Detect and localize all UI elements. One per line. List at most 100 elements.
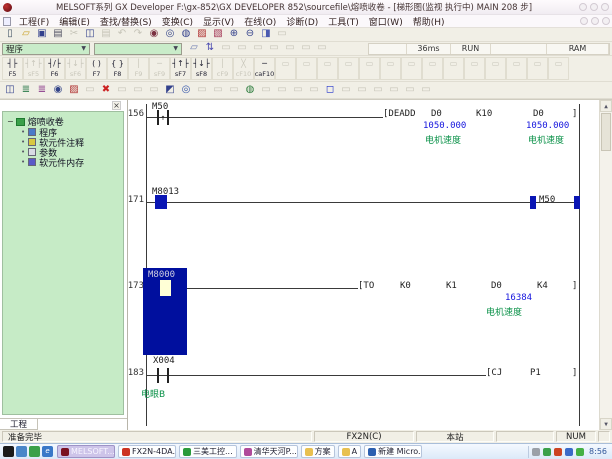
ladder-instruction-toggle-icon[interactable]: ◫ (5, 83, 15, 95)
taskbar-button[interactable]: FX2N-4DA.... (118, 445, 176, 458)
project-tree-item[interactable]: 参数 (7, 147, 123, 159)
coil-device-label[interactable]: M50 (539, 195, 556, 205)
replace-instruction-icon[interactable]: ▧ (213, 28, 223, 39)
scroll-down-icon[interactable]: ▼ (600, 418, 612, 430)
edit-cursor-block[interactable]: M8000 (143, 268, 187, 355)
taskbar-button[interactable]: 清华天河P... (239, 445, 298, 458)
instruction-operand[interactable]: D0 (431, 109, 442, 119)
ladder-symbol-button[interactable]: ▭ (422, 57, 443, 80)
instruction-op[interactable]: [TO (358, 281, 375, 291)
menu-item[interactable]: 变换(C) (161, 17, 194, 28)
copy-icon[interactable]: ◫ (85, 28, 95, 39)
unused-icon[interactable]: ▭ (389, 83, 399, 95)
instruction-operand[interactable]: K1 (446, 281, 457, 291)
unused-icon[interactable]: ▭ (253, 42, 263, 53)
statement-display-icon[interactable]: ≣ (37, 83, 47, 95)
child-window-icon[interactable] (3, 16, 11, 26)
new-project-icon[interactable]: ▯ (7, 28, 13, 39)
instruction-op[interactable]: [DEADD (383, 109, 416, 119)
messenger-icon[interactable] (29, 446, 40, 457)
unused-icon[interactable]: ▭ (269, 42, 279, 53)
unused-icon[interactable]: ▭ (277, 83, 287, 95)
unused-icon[interactable]: ▭ (309, 83, 319, 95)
find-monitor-icon[interactable]: ◎ (181, 83, 191, 95)
unused-icon[interactable]: ▭ (341, 83, 351, 95)
instruction-operand[interactable]: P1 (530, 368, 541, 378)
messenger-tray-icon[interactable] (576, 447, 585, 456)
paste-icon[interactable]: ▤ (101, 28, 111, 39)
remote-operation-icon[interactable]: ◍ (245, 83, 255, 95)
ladder-symbol-button[interactable]: ( ) F7 (86, 57, 107, 80)
unused-icon[interactable]: ▭ (149, 83, 159, 95)
ladder-symbol-button[interactable]: ▭ (527, 57, 548, 80)
menu-item[interactable]: 工具(T) (328, 17, 359, 28)
secondary-combo[interactable]: ▼ (94, 42, 182, 55)
unused-icon[interactable]: ▭ (237, 42, 247, 53)
security-tray-icon[interactable] (543, 447, 552, 456)
redo-icon[interactable]: ↷ (133, 28, 143, 39)
ladder-symbol-button[interactable]: ▭ (359, 57, 380, 80)
replace-device-icon[interactable]: ▨ (197, 28, 207, 39)
unused-icon[interactable]: ▭ (221, 42, 231, 53)
menu-item[interactable]: 编辑(E) (59, 17, 90, 28)
qq-icon[interactable] (16, 446, 27, 457)
taskbar-button[interactable]: 三美工控... (179, 445, 237, 458)
comment-display-icon[interactable]: ≣ (21, 83, 31, 95)
instruction-operand[interactable]: K4 (537, 281, 548, 291)
scrollbar-thumb[interactable] (601, 113, 611, 151)
ladder-symbol-button[interactable]: │ cF9 (212, 57, 233, 80)
unused-icon[interactable]: ▭ (421, 83, 431, 95)
taskbar-button[interactable]: MELSOFT... (57, 445, 115, 458)
unused-icon[interactable]: ▭ (229, 83, 239, 95)
cut-icon[interactable]: ✂ (69, 28, 79, 39)
scroll-up-icon[interactable]: ▲ (600, 100, 612, 112)
ladder-symbol-button[interactable]: │ F9 (128, 57, 149, 80)
instruction-operand[interactable]: D0 (491, 281, 502, 291)
find-device-icon[interactable]: ◎ (165, 28, 175, 39)
child-restore-button[interactable] (591, 17, 599, 25)
monitor-mode-icon[interactable]: ◻ (325, 83, 335, 95)
project-tree-root[interactable]: 熔喷收卷 (7, 116, 123, 128)
panel-close-icon[interactable]: × (112, 100, 121, 110)
ladder-symbol-button[interactable]: ┤↑├ sF7 (170, 57, 191, 80)
menu-item[interactable]: 诊断(D) (286, 17, 319, 28)
ladder-symbol-button[interactable]: ┤↑├ sF5 (23, 57, 44, 80)
ladder-symbol-button[interactable]: ▭ (275, 57, 296, 80)
menu-item[interactable]: 在线(O) (244, 17, 277, 28)
ladder-symbol-button[interactable]: ▭ (296, 57, 317, 80)
apple-icon[interactable] (3, 446, 14, 457)
taskbar-button[interactable]: 方案 (300, 445, 335, 458)
find-instruction-icon[interactable]: ◍ (181, 28, 191, 39)
menu-item[interactable]: 查找/替换(S) (99, 17, 152, 28)
program-select-combo[interactable]: 程序 ▼ (2, 42, 90, 55)
save-project-icon[interactable]: ▣ (37, 28, 47, 39)
project-tree-item[interactable]: 程序 (7, 127, 123, 139)
project-tree-item[interactable]: 软元件内存 (7, 157, 123, 169)
find-icon[interactable]: ◉ (149, 28, 159, 39)
unused-icon[interactable]: ▭ (85, 83, 95, 95)
unused-icon[interactable]: ▭ (373, 83, 383, 95)
unused-icon[interactable]: ▭ (357, 83, 367, 95)
ladder-symbol-button[interactable]: ▭ (548, 57, 569, 80)
entry-data-monitor-icon[interactable]: ◩ (165, 83, 175, 95)
undo-icon[interactable]: ↶ (117, 28, 127, 39)
ladder-symbol-button[interactable]: ▭ (506, 57, 527, 80)
ladder-symbol-button[interactable]: ┤↓├ sF6 (65, 57, 86, 80)
menu-item[interactable]: 显示(V) (203, 17, 235, 28)
pulse-contact-symbol[interactable]: ↑ (154, 110, 172, 125)
unused-icon[interactable]: ▭ (301, 42, 311, 53)
unused-icon[interactable]: ▭ (405, 83, 415, 95)
ladder-symbol-button[interactable]: ┤↓├ sF8 (191, 57, 212, 80)
help-icon[interactable]: ▭ (277, 28, 287, 39)
ladder-symbol-button[interactable]: ─ caF10 (254, 57, 275, 80)
zoom-in-icon[interactable]: ⊕ (229, 28, 239, 39)
instruction-operand[interactable]: K0 (400, 281, 411, 291)
minimize-button[interactable] (579, 3, 587, 11)
ladder-symbol-button[interactable]: ▭ (443, 57, 464, 80)
unused-icon[interactable]: ▭ (117, 83, 127, 95)
device-registration-icon[interactable]: ▨ (69, 83, 79, 95)
print-icon[interactable]: ▤ (53, 28, 63, 39)
monitor-stop-icon[interactable]: ✖ (101, 83, 111, 95)
menu-item[interactable]: 窗口(W) (368, 17, 403, 28)
ladder-symbol-button[interactable]: ▭ (464, 57, 485, 80)
